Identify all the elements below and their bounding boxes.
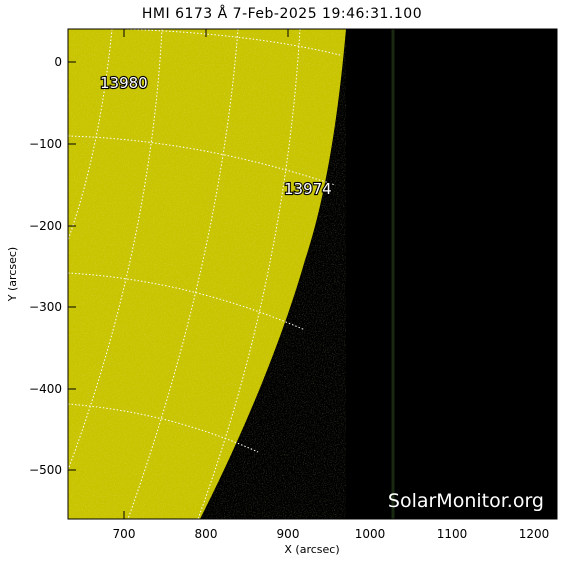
x-tick-label: 1100 — [437, 527, 468, 541]
longitude-grid — [68, 29, 301, 519]
x-tick-label: 1000 — [355, 527, 386, 541]
watermark: SolarMonitor.org — [388, 490, 544, 512]
active-region-label-13980: 13980 — [100, 74, 148, 92]
x-axis-title: X (arcsec) — [284, 543, 339, 556]
y-tick-label: 0 — [54, 55, 62, 69]
y-tick-label: −200 — [29, 219, 62, 233]
disk-texture — [68, 29, 346, 519]
active-region-label-13974: 13974 — [284, 180, 332, 198]
image-title: HMI 6173 Å 7-Feb-2025 19:46:31.100 — [141, 6, 423, 22]
y-axis-title: Y (arcsec) — [6, 247, 19, 302]
x-tick-label: 800 — [195, 527, 218, 541]
x-tick-label: 1200 — [519, 527, 550, 541]
x-tick-label: 700 — [113, 527, 136, 541]
x-tick-marks — [123, 29, 535, 519]
plot-frame — [67, 28, 558, 520]
x-tick-label: 900 — [277, 527, 300, 541]
y-tick-label: −300 — [29, 300, 62, 314]
y-tick-marks — [68, 61, 557, 471]
y-tick-label: −500 — [29, 463, 62, 477]
y-tick-label: −100 — [29, 137, 62, 151]
latitude-grid — [68, 29, 341, 453]
y-tick-label: −400 — [29, 382, 62, 396]
